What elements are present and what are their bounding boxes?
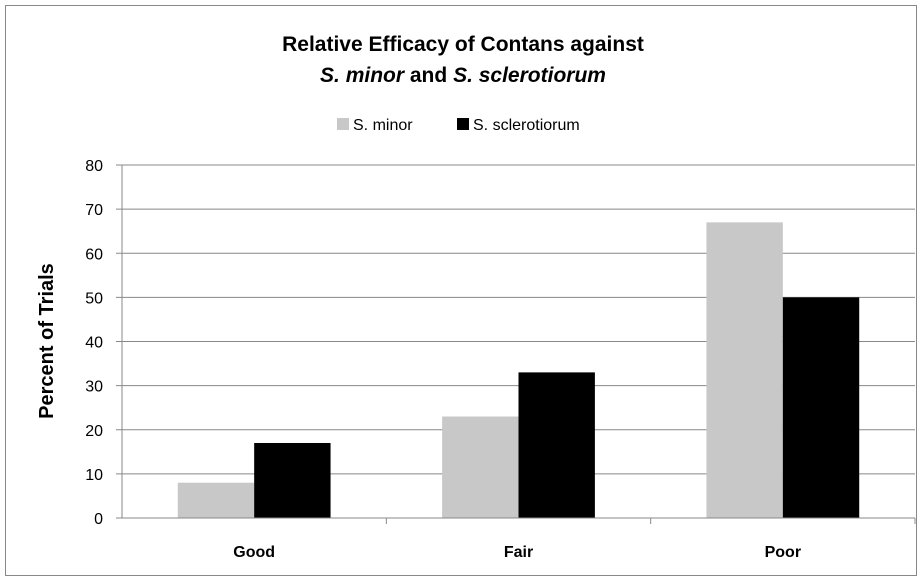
bar-s-sclerotiorum-fair: [518, 372, 595, 518]
y-tick-label-40: 40: [85, 335, 103, 352]
x-category-label-poor: Poor: [765, 544, 801, 561]
bar-s-minor-fair: [442, 416, 519, 518]
y-tick-label-30: 30: [85, 379, 103, 396]
y-tick-label-70: 70: [85, 202, 103, 219]
y-tick-label-20: 20: [85, 423, 103, 440]
x-category-label-fair: Fair: [504, 544, 533, 561]
y-ticks: 0 10 20 30 40 50 60 70 80: [85, 158, 122, 528]
y-tick-label-60: 60: [85, 246, 103, 263]
legend-swatch-s-minor: [337, 118, 349, 130]
y-tick-label-50: 50: [85, 290, 103, 307]
chart-title-line1: Relative Efficacy of Contans against: [282, 33, 644, 56]
bar-s-minor-poor: [706, 222, 783, 519]
bar-s-minor-good: [177, 482, 255, 518]
bars: [177, 222, 860, 519]
chart-title-line2: S. minor and S. sclerotiorum: [320, 64, 606, 87]
legend-label-s-sclerotiorum: S. sclerotiorum: [473, 117, 580, 134]
y-tick-label-80: 80: [85, 158, 103, 175]
y-axis-label: Percent of Trials: [36, 263, 58, 419]
title-species-2: S. sclerotiorum: [453, 64, 606, 87]
legend: S. minor S. sclerotiorum: [337, 117, 580, 134]
title-conjunction: and: [404, 64, 453, 87]
bar-s-sclerotiorum-poor: [782, 297, 860, 518]
y-tick-label-0: 0: [94, 511, 103, 528]
x-category-label-good: Good: [233, 544, 275, 561]
legend-label-s-minor: S. minor: [353, 117, 413, 134]
title-species-1: S. minor: [320, 64, 406, 87]
bar-s-sclerotiorum-good: [254, 442, 331, 518]
y-tick-label-10: 10: [85, 467, 103, 484]
legend-swatch-s-sclerotiorum: [457, 118, 469, 130]
x-labels: Good Fair Poor: [233, 518, 916, 561]
